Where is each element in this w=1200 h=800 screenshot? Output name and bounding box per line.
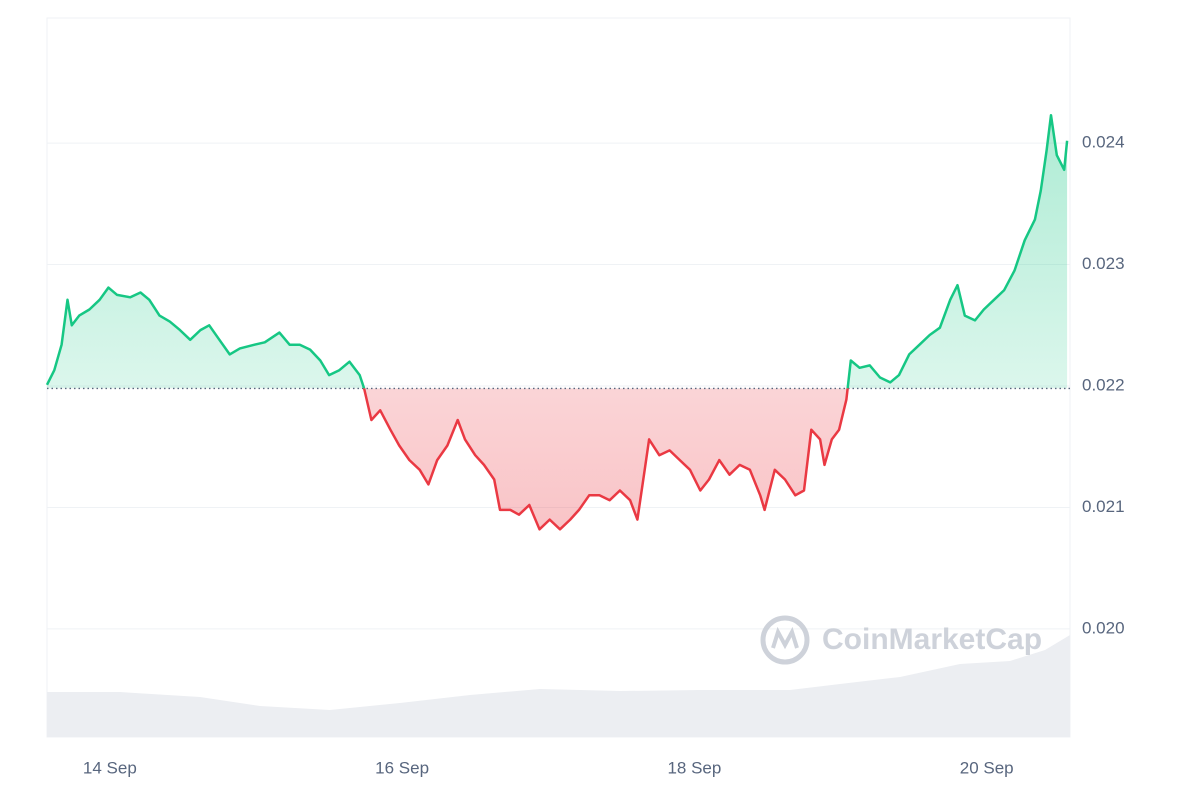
x-tick-label: 14 Sep (83, 758, 137, 777)
y-tick-label: 0.020 (1082, 618, 1125, 637)
x-tick-label: 18 Sep (667, 758, 721, 777)
volume-area (47, 635, 1070, 737)
watermark-text: CoinMarketCap (822, 623, 1042, 656)
area-up (47, 115, 1068, 389)
x-tick-label: 16 Sep (375, 758, 429, 777)
x-tick-label: 20 Sep (960, 758, 1014, 777)
price-line-down (362, 388, 849, 531)
y-tick-label: 0.022 (1082, 375, 1125, 394)
y-tick-label: 0.023 (1082, 254, 1125, 273)
y-tick-label: 0.021 (1082, 497, 1125, 516)
price-line-up (45, 113, 1069, 389)
watermark: CoinMarketCap (760, 615, 1042, 665)
y-tick-label: 0.024 (1082, 133, 1125, 152)
watermark-logo-mark (771, 626, 799, 650)
watermark-logo (760, 615, 810, 665)
area-down (47, 388, 1068, 530)
